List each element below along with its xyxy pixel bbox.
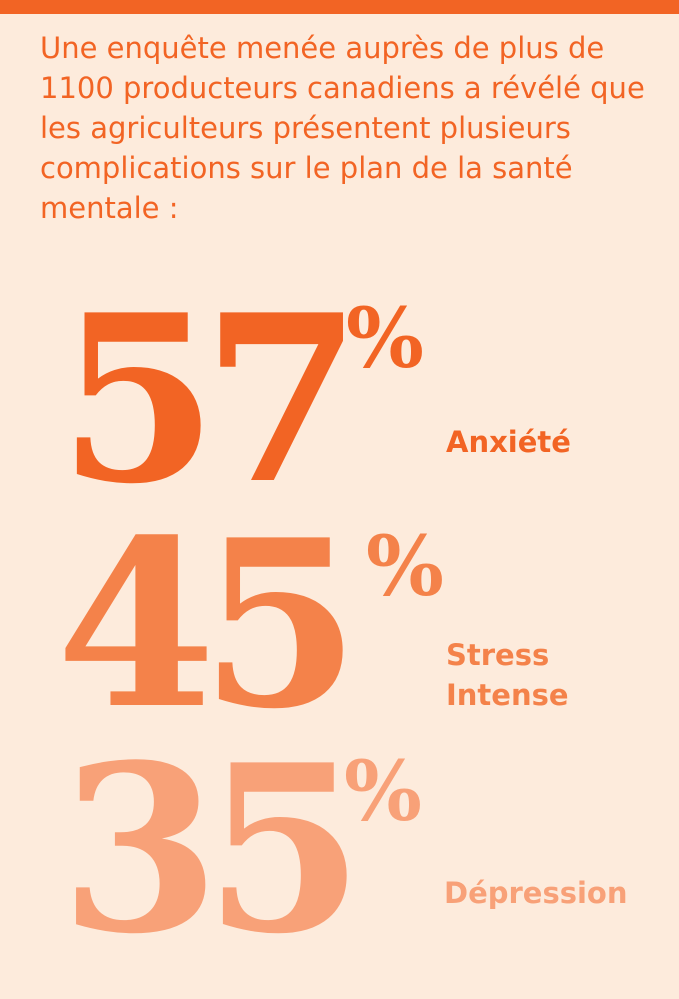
stat-value: 57 (58, 265, 362, 535)
stat-label: Dépression (444, 876, 628, 910)
intro-text: Une enquête menée auprès de plus de 1100… (40, 31, 645, 225)
stat-label: Stress Intense (446, 638, 569, 712)
percent-sign: % (366, 519, 444, 615)
percent-sign: % (346, 291, 424, 387)
percent-sign: % (344, 744, 422, 840)
stat-label: Anxiété (446, 425, 571, 459)
stat-value: 35 (60, 715, 364, 985)
top-accent-bar (0, 0, 679, 14)
stat-value: 45 (56, 490, 360, 760)
